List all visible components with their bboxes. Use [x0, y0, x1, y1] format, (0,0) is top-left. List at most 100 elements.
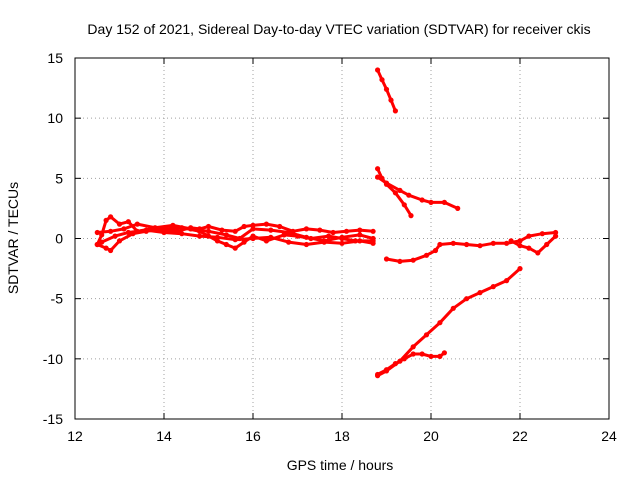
x-tick-label: 20 — [423, 428, 439, 444]
data-point — [357, 238, 363, 244]
data-point — [375, 166, 381, 172]
x-tick-label: 18 — [334, 428, 350, 444]
data-point — [116, 238, 123, 244]
data-point — [397, 187, 403, 193]
data-point — [375, 174, 381, 180]
data-point — [125, 229, 131, 236]
data-point — [410, 351, 416, 357]
data-point — [490, 240, 496, 246]
data-point — [303, 241, 309, 248]
data-point — [214, 238, 220, 244]
data-point — [370, 240, 376, 246]
data-point — [539, 231, 545, 237]
data-point — [423, 332, 430, 338]
data-point — [392, 190, 398, 196]
data-point — [281, 232, 287, 238]
data-point — [205, 228, 212, 234]
data-point — [286, 239, 292, 245]
data-point — [223, 241, 229, 248]
data-point — [94, 229, 100, 236]
data-point — [526, 245, 532, 251]
data-point — [241, 223, 247, 230]
data-point — [410, 344, 416, 350]
data-point — [197, 233, 203, 239]
data-point — [553, 229, 559, 236]
x-tick-label: 16 — [245, 428, 261, 444]
data-point — [392, 108, 398, 114]
y-axis-title: SDTVAR / TECUs — [5, 182, 21, 294]
data-point — [112, 233, 118, 239]
data-point — [223, 232, 229, 238]
chart-title: Day 152 of 2021, Sidereal Day-to-day VTE… — [87, 21, 590, 37]
data-point — [286, 229, 292, 236]
data-point — [339, 240, 345, 246]
data-point — [375, 371, 381, 378]
data-point — [401, 356, 407, 362]
data-point — [553, 233, 559, 239]
data-point — [263, 238, 269, 244]
data-point — [250, 222, 256, 228]
data-point — [397, 258, 403, 264]
y-tick-label: 0 — [55, 231, 63, 247]
data-point — [437, 320, 443, 326]
x-tick-label: 22 — [512, 428, 528, 444]
y-tick-label: 5 — [55, 170, 63, 186]
data-point — [121, 226, 127, 232]
data-point — [544, 241, 550, 248]
axis-ticks — [74, 57, 610, 420]
data-point — [401, 202, 407, 208]
data-point — [392, 361, 398, 367]
data-point — [477, 290, 483, 296]
data-point — [241, 239, 247, 245]
data-point — [232, 245, 238, 251]
axis-tick-labels: 12 14 16 18 20 22 24 -15 -10 -5 0 5 10 15 — [43, 50, 617, 444]
data-point — [504, 278, 510, 284]
x-tick-label: 24 — [601, 428, 617, 444]
data-point — [428, 353, 434, 359]
data-point — [419, 351, 425, 357]
data-point — [437, 353, 443, 359]
data-point — [339, 234, 345, 240]
data-point — [250, 226, 256, 232]
data-point — [268, 227, 274, 233]
data-point — [214, 234, 220, 240]
data-point — [383, 256, 390, 262]
x-tick-label: 14 — [156, 428, 172, 444]
data-point — [134, 221, 140, 227]
x-tick-label: 12 — [67, 428, 83, 444]
data-point — [370, 228, 376, 234]
data-point — [375, 67, 381, 73]
data-point — [477, 243, 483, 249]
data-point — [143, 227, 149, 233]
data-point — [357, 227, 363, 233]
data-point — [406, 192, 412, 198]
data-point — [188, 226, 194, 232]
data-point — [441, 199, 447, 205]
data-point — [317, 227, 323, 233]
data-point — [108, 228, 114, 234]
y-tick-label: 10 — [47, 110, 63, 126]
data-point — [464, 296, 470, 302]
y-tick-label: -15 — [43, 411, 63, 427]
y-tick-label: -5 — [51, 291, 64, 307]
data-point — [108, 247, 114, 254]
data-point — [125, 219, 131, 225]
data-point — [504, 240, 510, 246]
data-point — [303, 234, 309, 240]
x-axis-title: GPS time / hours — [287, 457, 394, 473]
data-point — [388, 97, 394, 103]
data-series — [94, 67, 559, 379]
data-point — [116, 221, 123, 227]
data-point — [99, 239, 105, 245]
data-point — [455, 205, 461, 211]
data-point — [343, 228, 350, 234]
data-point — [330, 229, 336, 236]
data-point — [357, 232, 363, 238]
data-point — [441, 350, 447, 356]
data-point — [250, 235, 256, 242]
data-point — [490, 284, 496, 290]
data-point — [450, 305, 456, 311]
data-point — [383, 367, 390, 373]
data-point — [103, 217, 109, 223]
data-point — [94, 241, 100, 248]
